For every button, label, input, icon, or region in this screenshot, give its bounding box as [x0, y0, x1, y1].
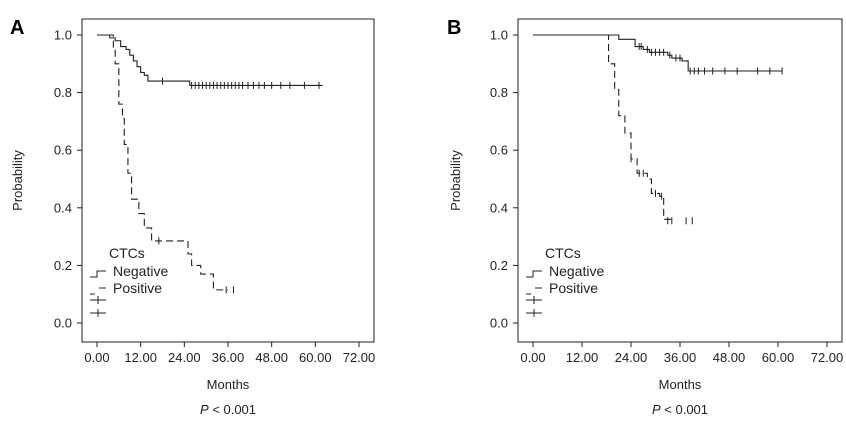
- x-tick-label: 48.00: [713, 350, 746, 365]
- x-axis-title: Months: [207, 377, 250, 392]
- x-tick-label: 12.00: [566, 350, 599, 365]
- survival-curve-negative: [97, 34, 323, 86]
- x-tick-label: 48.00: [255, 350, 288, 365]
- y-axis-title: Probability: [10, 150, 25, 211]
- y-tick-label: 0.2: [54, 258, 72, 273]
- x-tick-label: 0.00: [520, 350, 545, 365]
- x-tick-label: 0.00: [84, 350, 109, 365]
- legend-title: CTCs: [109, 245, 145, 261]
- y-axis-title: Probability: [448, 150, 463, 211]
- legend-negative-label: Negative: [549, 263, 604, 279]
- x-tick-label: 24.00: [168, 350, 201, 365]
- panel-label: A: [10, 17, 24, 39]
- legend-negative-label: Negative: [113, 263, 168, 279]
- p-symbol: P: [652, 402, 661, 417]
- survival-curve-negative: [533, 34, 783, 72]
- panel-label: B: [447, 17, 461, 39]
- legend-positive-glyph: [90, 287, 106, 295]
- p-value: P < 0.001: [652, 402, 708, 417]
- y-tick-label: 0.0: [490, 316, 508, 331]
- y-tick-label: 1.0: [490, 28, 508, 43]
- y-tick-label: 0.6: [54, 143, 72, 158]
- p-value-text: < 0.001: [661, 402, 708, 417]
- legend-negative-glyph: [526, 270, 542, 278]
- km-panel-a: A 0.0 0.2 0.4 0.6 0.8 1.0 0.00 12.00 24.00 36.00 48…: [10, 17, 375, 417]
- x-tick-label: 60.00: [299, 350, 332, 365]
- x-axis-title: Months: [659, 377, 702, 392]
- y-tick-label: 0.2: [490, 258, 508, 273]
- legend-title: CTCs: [545, 245, 581, 261]
- y-tick-label: 1.0: [54, 28, 72, 43]
- p-symbol: P: [200, 402, 209, 417]
- x-tick-label: 24.00: [615, 350, 648, 365]
- y-tick-label: 0.0: [54, 316, 72, 331]
- x-tick-label: 12.00: [124, 350, 157, 365]
- x-tick-label: 72.00: [811, 350, 844, 365]
- x-tick-label: 36.00: [212, 350, 245, 365]
- legend-positive-label: Positive: [113, 280, 162, 296]
- legend-negative-glyph: [90, 270, 106, 278]
- y-tick-label: 0.6: [490, 143, 508, 158]
- y-tick-label: 0.8: [490, 85, 508, 100]
- p-value-text: < 0.001: [209, 402, 256, 417]
- legend-positive-glyph: [526, 287, 542, 295]
- x-tick-label: 36.00: [664, 350, 697, 365]
- y-tick-label: 0.8: [54, 85, 72, 100]
- km-panel-b: B 0.0 0.2 0.4 0.6 0.8 1.0 0.00 12.00 24.00 36.00 48…: [447, 17, 843, 417]
- legend-positive-label: Positive: [549, 280, 598, 296]
- survival-curve-positive: [606, 34, 673, 221]
- y-tick-label: 0.4: [490, 200, 508, 215]
- p-value: P < 0.001: [200, 402, 256, 417]
- x-tick-label: 72.00: [343, 350, 376, 365]
- survival-curve-positive: [97, 34, 228, 291]
- y-tick-label: 0.4: [54, 200, 72, 215]
- x-tick-label: 60.00: [762, 350, 795, 365]
